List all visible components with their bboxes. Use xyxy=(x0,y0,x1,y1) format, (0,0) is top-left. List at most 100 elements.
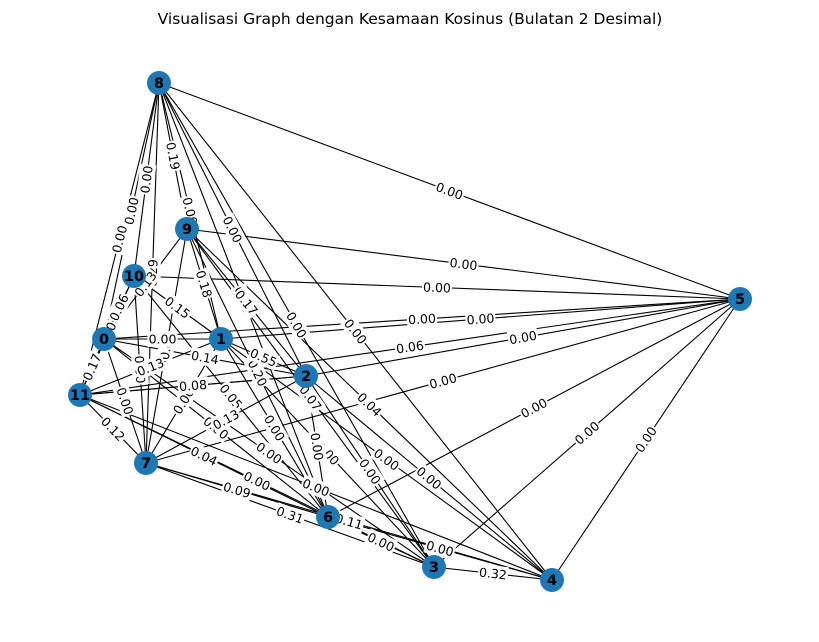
edge-weight-label: 0.08 xyxy=(178,377,207,394)
nodes-layer: 0 1 2 3 4 5 6 7 8 9 10 11 xyxy=(68,71,752,592)
edge-label-background xyxy=(273,502,307,528)
edge-label-background xyxy=(191,267,217,301)
edge-label-background xyxy=(355,454,385,489)
edge-label-8-2: 0.00 xyxy=(218,212,247,247)
edge-weight-label: 0.14 xyxy=(190,348,220,368)
node-label: 7 xyxy=(141,456,151,472)
edge-weight-label: 0.00 xyxy=(423,279,451,295)
edge-label-8-4: 0.00 xyxy=(339,314,372,349)
node-label: 4 xyxy=(547,573,557,589)
edge-label-background xyxy=(477,563,509,584)
edge-label-11-5: 0.06 xyxy=(394,336,426,358)
edge-label-9-5: 0.00 xyxy=(447,254,480,274)
edge-label-10-5: 0.00 xyxy=(421,278,453,297)
edge-label-background xyxy=(147,331,178,347)
edge-label-background xyxy=(112,384,138,418)
node-7: 7 xyxy=(134,451,158,475)
edge-weight-label: 0.00 xyxy=(449,255,479,273)
edge-label-10-0: 0.06 xyxy=(105,290,133,325)
edge-label-background xyxy=(332,509,366,534)
edge-label-8-9: 0.19 xyxy=(162,139,184,173)
edge-weight-label: 0.00 xyxy=(466,310,495,327)
node-label: 6 xyxy=(323,510,333,526)
node-5: 5 xyxy=(728,287,752,311)
node-0: 0 xyxy=(92,327,116,351)
edge-label-background xyxy=(412,462,446,494)
edge-weight-label: 0.19 xyxy=(163,141,183,171)
node-circle xyxy=(540,568,564,592)
edge-label-background xyxy=(220,478,254,502)
edge-label-8-11: 0.00 xyxy=(108,222,131,256)
edge-label-7-6: 0.09 xyxy=(220,478,254,502)
edge-label-9-1: 0.18 xyxy=(191,267,217,301)
edge-label-background xyxy=(394,336,426,358)
node-8: 8 xyxy=(147,71,171,95)
node-2: 2 xyxy=(294,364,318,388)
edge-label-background xyxy=(295,381,326,415)
edge-label-9-3: 0.07 xyxy=(295,381,326,415)
edge-label-background xyxy=(421,278,453,297)
node-label: 1 xyxy=(216,332,226,348)
edge-label-10-1: 0.15 xyxy=(160,292,195,323)
node-9: 9 xyxy=(175,217,199,241)
graph-title: Visualisasi Graph dengan Kesamaan Kosinu… xyxy=(158,10,663,28)
edge-label-background xyxy=(133,354,168,380)
edge-label-background xyxy=(230,285,263,320)
edge-weight-label: 0.32 xyxy=(478,565,507,583)
edge-label-background xyxy=(136,163,157,196)
edge-label-background xyxy=(252,437,286,469)
edge-weight-label: 0.11 xyxy=(334,510,365,532)
edge-label-background xyxy=(631,422,661,457)
node-circle xyxy=(92,327,116,351)
edge-label-0-3: 0.00 xyxy=(252,437,286,469)
edge-label-background xyxy=(447,254,480,274)
edge-label-4-5: 0.00 xyxy=(631,422,661,457)
node-circle xyxy=(294,364,318,388)
edge-weight-label: 0.00 xyxy=(428,370,459,392)
edge-label-background xyxy=(246,344,281,371)
edge-weight-label: 0.00 xyxy=(508,328,538,348)
edge-label-0-5: 0.00 xyxy=(406,310,438,328)
node-circle xyxy=(68,383,92,407)
edge-label-background xyxy=(464,309,497,329)
edge-label-background xyxy=(187,442,221,470)
edge-label-background xyxy=(517,393,551,423)
edge-label-0-7: 0.00 xyxy=(112,384,138,418)
edge-label-background xyxy=(353,388,386,421)
edge-weight-label: 0.00 xyxy=(425,538,456,560)
edge-label-3-5: 0.00 xyxy=(570,417,604,449)
edge-label-background xyxy=(426,369,460,393)
edge-label-2-3: 0.00 xyxy=(355,454,385,489)
node-10: 10 xyxy=(122,264,146,288)
edge-label-7-3: 0.31 xyxy=(273,502,307,528)
edge-label-background xyxy=(299,474,333,501)
edge-label-background xyxy=(215,379,247,414)
edge-label-8-5: 0.00 xyxy=(432,178,467,204)
edge-label-background xyxy=(105,290,133,325)
edge-label-7-5: 0.00 xyxy=(426,369,460,393)
edge-label-background xyxy=(364,528,398,556)
edge-label-11-2: 0.08 xyxy=(177,376,209,395)
node-circle xyxy=(728,287,752,311)
node-4: 4 xyxy=(540,568,564,592)
edge-label-background xyxy=(162,139,184,173)
edge-label-background xyxy=(570,417,604,449)
edge-label-8-10: 0.00 xyxy=(136,163,157,196)
edge-label-3-4: 0.32 xyxy=(477,563,509,584)
node-label: 11 xyxy=(70,388,90,404)
node-label: 0 xyxy=(99,332,109,348)
node-label: 3 xyxy=(429,560,439,576)
node-circle xyxy=(175,217,199,241)
node-circle xyxy=(209,327,233,351)
edge-label-7-4: 0.11 xyxy=(332,509,366,534)
edge-label-background xyxy=(78,350,106,384)
edge-label-background xyxy=(243,356,272,390)
edge-label-0-1: 0.00 xyxy=(147,331,178,347)
edge-weight-label: 0.00 xyxy=(109,224,130,255)
node-circle xyxy=(122,264,146,288)
node-label: 9 xyxy=(182,222,192,238)
edge-label-background xyxy=(160,292,195,323)
node-label: 8 xyxy=(154,76,164,92)
edge-label-6-5: 0.00 xyxy=(517,393,551,423)
